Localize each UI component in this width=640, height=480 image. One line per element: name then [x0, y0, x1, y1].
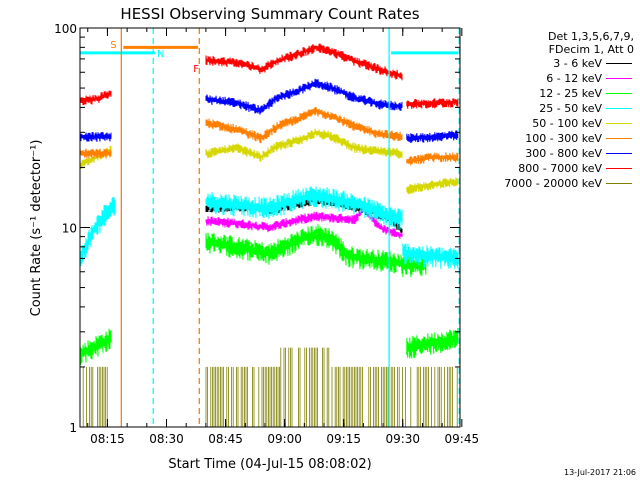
legend-rows: 3 - 6 keV 6 - 12 keV 12 - 25 keV 25 - 50 ke…: [472, 56, 634, 191]
series-layer: [79, 43, 459, 427]
series-2-segment-3: [406, 328, 459, 359]
legend-header: Det 1,3,5,6,7,9, FDecim 1, Att 0: [472, 30, 634, 56]
legend-entry-4: 50 - 100 keV: [472, 116, 634, 131]
legend-label: 12 - 25 keV: [539, 87, 602, 100]
legend-entry-3: 25 - 50 keV: [472, 101, 634, 116]
legend-swatch: [606, 138, 632, 140]
series-7: [79, 43, 459, 110]
legend-swatch: [606, 123, 632, 125]
x-tick-label-5: 09:30: [385, 432, 420, 446]
legend-swatch: [606, 108, 632, 110]
series-3: [79, 51, 459, 270]
series-8-segment-0: [79, 366, 108, 427]
legend-entry-1: 6 - 12 keV: [472, 71, 634, 86]
series-7-segment-2: [406, 98, 459, 110]
legend-entry-0: 3 - 6 keV: [472, 56, 634, 71]
series-3-segment-3: [402, 243, 459, 270]
legend-label: 25 - 50 keV: [539, 102, 602, 115]
series-8-segment-1: [205, 366, 280, 427]
series-8-segment-3: [331, 366, 406, 427]
legend-label: 3 - 6 keV: [553, 57, 602, 70]
series-2: [79, 224, 459, 365]
legend-entry-2: 12 - 25 keV: [472, 86, 634, 101]
x-tick-label-3: 09:00: [267, 432, 302, 446]
x-axis-label: Start Time (04-Jul-15 08:08:02): [168, 457, 371, 472]
series-8: [79, 347, 458, 427]
legend-label: 50 - 100 keV: [532, 117, 602, 130]
series-8-segment-4: [410, 366, 458, 427]
legend-entry-5: 100 - 300 keV: [472, 131, 634, 146]
legend-swatch: [606, 153, 632, 155]
flag-label-s: S: [110, 40, 116, 51]
legend-label: 800 - 7000 keV: [518, 162, 602, 175]
series-4-segment-1: [205, 128, 403, 162]
y-tick-label-1: 10: [62, 222, 77, 236]
series-7-segment-0: [79, 90, 112, 106]
legend: Det 1,3,5,6,7,9, FDecim 1, Att 0 3 - 6 k…: [472, 30, 634, 191]
series-5: [79, 107, 459, 166]
legend-header-decimation: FDecim 1, Att 0: [548, 43, 634, 56]
legend-label: 6 - 12 keV: [546, 72, 602, 85]
legend-swatch: [606, 168, 632, 170]
series-6-segment-1: [205, 78, 403, 115]
legend-swatch: [606, 63, 632, 65]
flag-label-n: N: [157, 49, 164, 60]
x-tick-label-1: 08:30: [149, 432, 184, 446]
chart-title: HESSI Observing Summary Count Rates: [120, 5, 419, 23]
x-tick-label-2: 08:45: [208, 432, 243, 446]
series-8-segment-2: [280, 347, 330, 427]
legend-swatch: [606, 78, 632, 80]
legend-label: 300 - 800 keV: [525, 147, 602, 160]
axis-layer: 08:15 08:30 08:45 09:00 09:15 09:30 09:45 1 10 10…: [54, 22, 479, 446]
legend-swatch: [606, 93, 632, 95]
series-5-segment-0: [79, 148, 112, 159]
legend-swatch: [606, 183, 632, 185]
series-6: [79, 78, 459, 143]
legend-label: 7000 - 20000 keV: [504, 177, 602, 190]
legend-entry-6: 300 - 800 keV: [472, 146, 634, 161]
y-axis-label: Count Rate (s⁻¹ detector⁻¹): [29, 140, 44, 317]
x-tick-label-4: 09:15: [326, 432, 361, 446]
series-7-segment-1: [205, 43, 403, 81]
series-6-segment-0: [79, 131, 112, 142]
flag-label-f: F: [193, 64, 199, 75]
legend-label: 100 - 300 keV: [525, 132, 602, 145]
series-6-segment-2: [406, 130, 459, 143]
series-5-segment-1: [205, 107, 403, 144]
y-tick-label-0: 1: [69, 421, 77, 435]
x-tick-label-6: 09:45: [445, 432, 480, 446]
series-5-segment-2: [406, 152, 459, 166]
series-3-segment-2: [205, 186, 403, 230]
marker-layer: S N F: [110, 28, 460, 427]
legend-entry-8: 7000 - 20000 keV: [472, 176, 634, 191]
series-3-segment-0: [79, 196, 116, 269]
series-2-segment-0: [79, 328, 112, 365]
legend-header-detectors: Det 1,3,5,6,7,9,: [547, 30, 634, 43]
legend-entry-7: 800 - 7000 keV: [472, 161, 634, 176]
x-tick-label-0: 08:15: [90, 432, 125, 446]
series-2-segment-1: [205, 224, 403, 274]
generation-timestamp: 13-Jul-2017 21:06: [563, 468, 636, 477]
series-4-segment-2: [406, 177, 459, 195]
y-tick-label-2: 100: [54, 22, 77, 36]
